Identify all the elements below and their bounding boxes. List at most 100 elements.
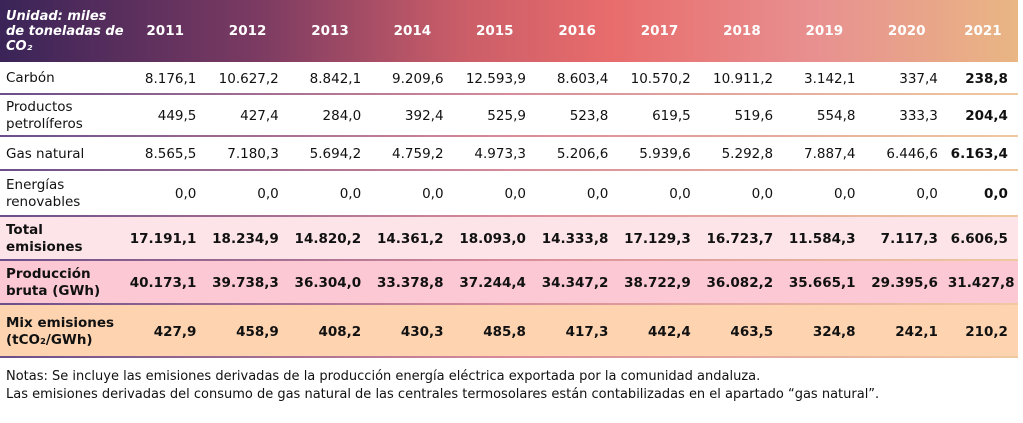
cell-value: 619,5 [652,108,691,124]
cell-value: 485,8 [483,323,526,340]
cell-value: 0,0 [422,186,444,202]
table-header: Unidad: miles de toneladas de CO₂ 2011 20… [0,0,1018,62]
table-row: Mix emisiones (tCO₂/GWh) 427,9 458,9 408,2 4… [0,305,1018,358]
table-row: Total emisiones 17.191,1 18.234,9 14.820,2 1… [0,217,1018,261]
year-header: 2019 [805,23,844,39]
cell-value: 10.627,2 [218,70,279,87]
table-row: Producción bruta (GWh) 40.173,1 39.738,3 36… [0,261,1018,305]
note-1: Notas: Se incluye las emisiones derivada… [6,369,761,384]
cell-value: 29.395,6 [871,275,938,291]
cell-value: 37.244,4 [459,275,526,291]
cell-value: 0,0 [669,186,691,202]
row-label: Gas natural [6,145,85,162]
cell-value: 5.939,6 [639,146,691,162]
cell-value: 31.427,8 [947,275,1015,291]
note-2: Las emisiones derivadas del consumo de g… [6,387,880,402]
cell-value: 430,3 [400,323,444,340]
cell-value: 0,0 [916,186,938,202]
cell-value: 0,0 [751,186,774,202]
year-header: 2016 [558,23,596,39]
cell-value: 14.361,2 [376,231,444,247]
cell-value: 324,8 [812,323,856,340]
year-header: 2015 [475,23,514,39]
cell-value: 0,0 [504,186,526,202]
row-label: Mix emisiones (tCO₂/GWh) [6,314,115,348]
unit-label: Unidad: miles de toneladas de CO₂ [6,8,124,54]
row-label: Energías renovables [6,177,81,210]
cell-value: 442,4 [648,323,691,340]
cell-value: 3.142,1 [803,70,856,87]
cell-value: 238,8 [965,70,1008,87]
table-row: Energías renovables 0,0 0,0 0,0 0,0 0,0 0,0 0,0… [0,171,1018,217]
cell-value: 18.234,9 [212,231,279,247]
cell-value: 5.206,6 [556,146,609,162]
cell-value: 463,5 [730,323,774,340]
cell-value: 5.292,8 [721,146,774,162]
cell-value: 10.911,2 [713,70,774,87]
cell-value: 12.593,9 [465,70,526,87]
cell-value: 5.694,2 [309,146,362,162]
cell-value: 18.093,0 [459,231,526,247]
row-label: Producción bruta (GWh) [6,266,101,299]
year-header: 2020 [887,23,926,39]
year-header: 2021 [964,23,1002,39]
cell-value: 458,9 [236,323,279,340]
cell-value: 204,4 [965,108,1008,124]
cell-value: 40.173,1 [129,275,197,291]
cell-value: 4.759,2 [392,146,444,162]
cell-value: 6.446,6 [886,146,938,162]
year-header: 2011 [146,23,184,39]
cell-value: 417,3 [565,323,609,340]
table-row: Carbón 8.176,1 10.627,2 8.842,1 9.209,6 12.59… [0,62,1018,95]
cell-value: 525,9 [487,108,526,124]
cell-value: 11.584,3 [788,231,856,247]
cell-value: 34.347,2 [541,275,609,291]
cell-value: 242,1 [895,323,938,340]
cell-value: 17.129,3 [624,231,691,247]
cell-value: 33.378,8 [376,275,444,291]
row-label: Productos petrolíferos [6,99,83,132]
year-header: 2014 [393,23,432,39]
cell-value: 7.180,3 [227,146,279,162]
cell-value: 6.606,5 [950,231,1008,247]
cell-value: 554,8 [816,108,856,124]
cell-value: 0,0 [339,186,362,202]
cell-value: 523,8 [569,108,609,124]
cell-value: 35.665,1 [788,275,856,291]
cell-value: 284,0 [322,108,362,124]
cell-value: 519,6 [734,108,774,124]
cell-value: 8.603,4 [556,70,609,87]
cell-value: 8.176,1 [144,70,197,87]
cell-value: 8.842,1 [309,70,362,87]
cell-value: 7.117,3 [880,231,938,247]
cell-value: 36.304,0 [294,275,362,291]
cell-value: 0,0 [586,186,609,202]
cell-value: 6.163,4 [950,146,1008,162]
cell-value: 0,0 [257,186,279,202]
cell-value: 337,4 [899,70,938,87]
notes: Notas: Se incluye las emisiones derivada… [0,358,1023,414]
cell-value: 7.887,4 [803,146,856,162]
cell-value: 17.191,1 [129,231,197,247]
cell-value: 0,0 [983,186,1008,202]
row-label: Carbón [6,70,55,86]
table-row: Gas natural 8.565,5 7.180,3 5.694,2 4.759,2 4… [0,137,1018,171]
cell-value: 210,2 [965,323,1008,340]
cell-value: 14.333,8 [541,231,609,247]
cell-value: 427,9 [153,323,197,340]
year-header: 2013 [311,23,349,39]
cell-value: 36.082,2 [706,275,774,291]
year-header: 2017 [640,23,679,39]
emissions-table: Unidad: miles de toneladas de CO₂ 2011 20… [0,0,1018,358]
table-row: Productos petrolíferos 449,5 427,4 284,0 392… [0,95,1018,137]
cell-value: 16.723,7 [706,231,774,247]
year-header: 2018 [723,23,761,39]
row-label: Total emisiones [6,222,83,255]
cell-value: 333,3 [899,108,938,124]
cell-value: 0,0 [174,186,197,202]
cell-value: 0,0 [834,186,856,202]
cell-value: 9.209,6 [392,70,444,87]
cell-value: 38.722,9 [624,275,691,291]
cell-value: 10.570,2 [630,70,691,87]
cell-value: 39.738,3 [212,275,279,291]
